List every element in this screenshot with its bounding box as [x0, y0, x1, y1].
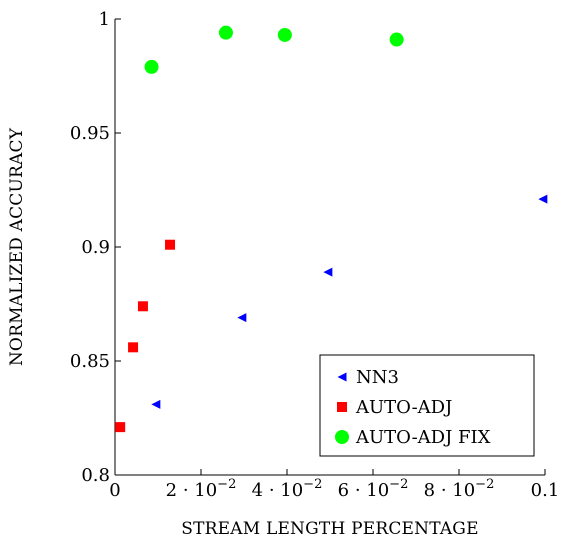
data-point — [144, 59, 159, 74]
legend-label: NN3 — [356, 367, 399, 388]
x-axis-label: STREAM LENGTH PERCENTAGE — [181, 519, 478, 539]
data-point — [277, 27, 292, 42]
x-tick-label: 4 · 10−2 — [252, 477, 323, 501]
x-tick-label: 2 · 10−2 — [166, 477, 237, 501]
data-point — [237, 313, 247, 323]
y-tick-label: 0.95 — [70, 123, 110, 144]
x-ticks: 0 2 · 10−2 4 · 10−2 6 · 10−2 8 · 10−2 0.1 — [109, 469, 559, 501]
y-tick-label: 0.85 — [70, 351, 110, 372]
legend-marker — [337, 372, 347, 382]
data-point — [115, 422, 126, 433]
x-tick-label: 0 — [109, 480, 120, 501]
data-point — [165, 239, 176, 250]
data-point — [389, 32, 404, 47]
legend-label: AUTO-ADJ — [355, 397, 452, 418]
data-point — [128, 342, 139, 353]
data-points — [115, 25, 548, 433]
data-point — [218, 25, 233, 40]
legend-marker — [335, 430, 349, 444]
y-axis-label: NORMALIZED ACCURACY — [7, 127, 27, 366]
x-tick-label: 8 · 10−2 — [424, 477, 495, 501]
x-tick-label: 0.1 — [531, 480, 560, 501]
y-tick-label: 0.9 — [81, 237, 110, 258]
x-tick-label: 6 · 10−2 — [338, 477, 409, 501]
y-tick-label: 0.8 — [81, 465, 110, 486]
y-tick-label: 1 — [99, 9, 110, 30]
data-point — [538, 194, 548, 204]
legend-label: AUTO-ADJ FIX — [355, 427, 491, 448]
legend-marker — [337, 402, 347, 412]
legend: NN3 AUTO-ADJ AUTO-ADJ FIX — [319, 354, 535, 457]
data-point — [151, 399, 161, 409]
data-point — [137, 301, 148, 312]
data-point — [323, 267, 333, 277]
legend-box — [319, 354, 535, 457]
y-ticks: 0.8 0.85 0.9 0.95 1 — [70, 9, 121, 486]
